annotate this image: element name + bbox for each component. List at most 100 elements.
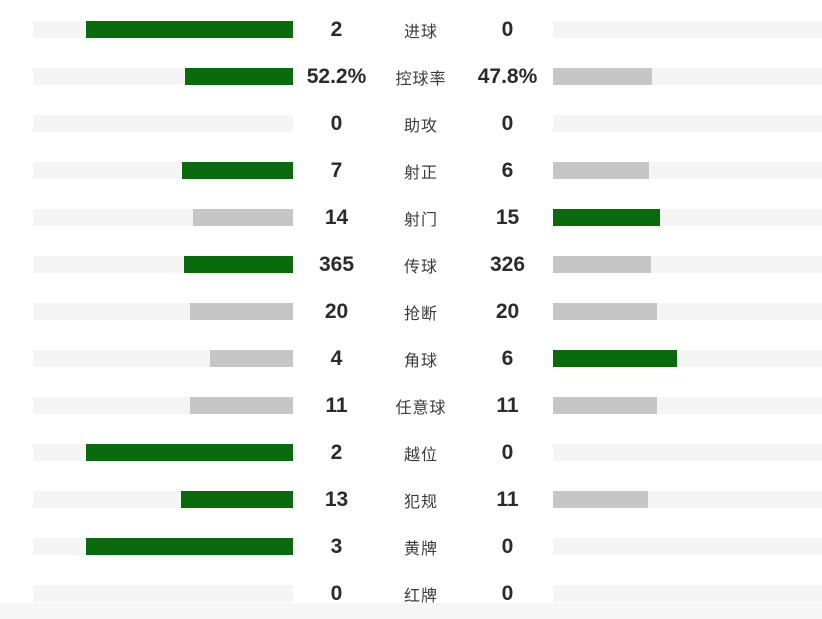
stat-row: 0 红牌 0 [0,570,822,617]
away-bar-track [553,350,822,367]
home-bar-track [33,350,293,367]
away-stat-value: 11 [496,393,519,417]
stat-row: 7 射正 6 [0,147,822,194]
away-bar-fill [553,397,657,414]
away-bar-track [553,68,822,85]
stat-label: 射正 [403,164,438,182]
stat-row: 14 射门 15 [0,194,822,241]
home-stat-value: 7 [330,158,343,182]
away-bar-track [553,397,822,414]
away-bar-track [553,21,822,38]
home-bar-track [33,162,293,179]
stat-label: 任意球 [395,399,447,417]
away-stat-value: 47.8% [477,64,538,88]
away-stat-value: 11 [496,487,519,511]
stat-label: 越位 [403,446,438,464]
home-stat-value: 2 [330,440,343,464]
away-bar-fill [553,162,649,179]
home-stat-value: 4 [330,346,343,370]
stat-label: 控球率 [395,70,447,88]
home-bar-track [33,303,293,320]
stat-label: 角球 [403,352,438,370]
away-bar-track [553,538,822,555]
home-bar-track [33,209,293,226]
away-bar-fill [553,491,648,508]
stat-label: 黄牌 [403,540,438,558]
away-stat-value: 20 [495,299,520,323]
away-stat-value: 6 [501,346,514,370]
stat-label: 助攻 [403,117,438,135]
stat-row: 11 任意球 11 [0,382,822,429]
away-stat-value: 326 [489,252,526,276]
home-stat-value: 0 [330,111,343,135]
home-stat-value: 20 [324,299,349,323]
home-bar-fill [189,303,293,320]
stat-label: 犯规 [403,493,438,511]
away-stat-value: 0 [501,440,514,464]
stats-list: 2 进球 0 52.2% 控球率 47.8% 0 助攻 0 7 射正 6 14 射门 15 365 传球 326 2… [0,6,822,617]
stat-label: 射门 [403,211,438,229]
stat-row: 2 越位 0 [0,429,822,476]
away-stat-value: 6 [501,158,514,182]
home-stat-value: 52.2% [306,64,367,88]
away-bar-track [553,162,822,179]
away-stat-value: 0 [501,534,514,558]
stat-label: 传球 [403,258,438,276]
away-stat-value: 15 [495,205,520,229]
away-bar-track [553,444,822,461]
home-bar-track [33,538,293,555]
away-bar-track [553,303,822,320]
footer-band [0,603,822,619]
stat-row: 2 进球 0 [0,6,822,53]
stat-row: 20 抢断 20 [0,288,822,335]
home-bar-track [33,21,293,38]
away-bar-fill [553,68,652,85]
away-bar-fill [553,256,651,273]
home-bar-fill [86,538,293,555]
away-stat-value: 0 [501,581,514,605]
home-stat-value: 2 [330,17,343,41]
home-stat-value: 365 [318,252,355,276]
home-bar-fill [181,162,293,179]
stat-row: 13 犯规 11 [0,476,822,523]
away-stat-value: 0 [501,17,514,41]
home-bar-fill [189,397,293,414]
home-bar-track [33,256,293,273]
home-bar-track [33,68,293,85]
stat-row: 52.2% 控球率 47.8% [0,53,822,100]
stat-row: 365 传球 326 [0,241,822,288]
away-stat-value: 0 [501,111,514,135]
home-stat-value: 11 [325,393,348,417]
home-bar-fill [86,21,293,38]
stat-row: 0 助攻 0 [0,100,822,147]
away-bar-track [553,585,822,602]
home-bar-fill [180,491,293,508]
away-bar-track [553,209,822,226]
home-stat-value: 14 [324,205,349,229]
stat-label: 抢断 [403,305,438,323]
stat-row: 3 黄牌 0 [0,523,822,570]
stat-label: 红牌 [403,587,438,605]
home-bar-track [33,115,293,132]
home-bar-fill [210,350,293,367]
away-bar-fill [553,350,678,367]
home-bar-track [33,397,293,414]
home-bar-track [33,444,293,461]
away-bar-fill [553,209,661,226]
away-bar-track [553,115,822,132]
home-bar-track [33,491,293,508]
home-stat-value: 13 [324,487,349,511]
home-bar-fill [86,444,293,461]
away-bar-track [553,491,822,508]
home-stat-value: 0 [330,581,343,605]
home-stat-value: 3 [330,534,343,558]
home-bar-track [33,585,293,602]
stat-label: 进球 [403,23,438,41]
home-bar-fill [183,256,293,273]
away-bar-track [553,256,822,273]
home-bar-fill [193,209,293,226]
stat-row: 4 角球 6 [0,335,822,382]
home-bar-fill [184,68,293,85]
away-bar-fill [553,303,657,320]
